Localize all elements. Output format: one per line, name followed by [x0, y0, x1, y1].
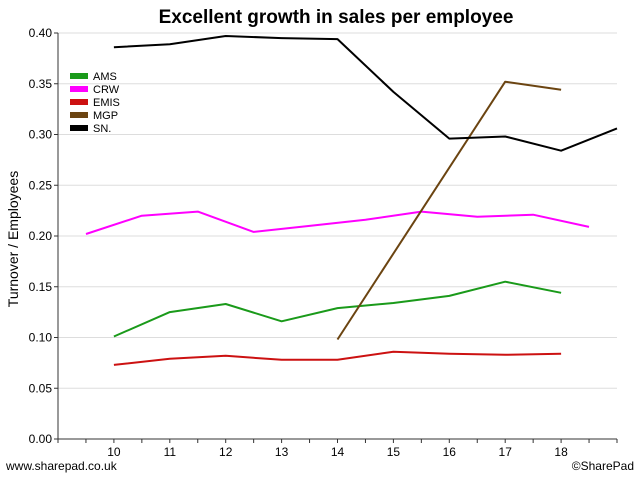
legend-swatch	[70, 99, 88, 105]
x-tick-labels: 10 11 12 13 14 15 16 17 18	[107, 445, 568, 459]
y-tick-label: 0.00	[29, 432, 53, 446]
x-tick-label: 17	[499, 445, 513, 459]
series-line-crw	[85, 210, 590, 235]
legend-swatch	[70, 86, 88, 92]
x-tick-label: 10	[107, 445, 121, 459]
axes	[54, 32, 618, 443]
x-tick-label: 11	[164, 445, 177, 459]
legend-label: AMS	[93, 71, 117, 83]
x-tick-label: 13	[275, 445, 289, 459]
grid-lines	[58, 32, 617, 389]
legend-label: EMIS	[93, 97, 120, 109]
y-tick-label: 0.30	[29, 128, 53, 142]
legend-swatch	[70, 73, 88, 79]
legend-label: SN.	[93, 123, 111, 135]
x-tick-label: 16	[443, 445, 457, 459]
legend-swatch	[70, 112, 88, 118]
footer-copyright: ©SharePad	[572, 459, 634, 473]
y-axis-label: Turnover / Employees	[5, 171, 21, 307]
x-tick-label: 15	[387, 445, 401, 459]
legend-swatch	[70, 125, 88, 131]
legend-label: MGP	[93, 110, 118, 122]
y-tick-label: 0.10	[29, 331, 53, 345]
y-tick-label: 0.40	[29, 26, 53, 40]
legend-label: CRW	[93, 84, 120, 96]
x-tick-label: 12	[219, 445, 233, 459]
y-tick-label: 0.25	[29, 178, 53, 192]
x-tick-label: 18	[554, 445, 568, 459]
y-tick-label: 0.05	[29, 381, 53, 395]
y-tick-label: 0.35	[29, 77, 53, 91]
series-line-ams	[113, 280, 562, 338]
chart-title: Excellent growth in sales per employee	[159, 7, 514, 28]
y-tick-label: 0.20	[29, 229, 53, 243]
footer-source-link[interactable]: www.sharepad.co.uk	[5, 459, 118, 473]
series-line-sn	[113, 35, 618, 152]
y-tick-labels: 0.00 0.05 0.10 0.15 0.20 0.25 0.30 0.35 0.40	[29, 26, 53, 446]
series-lines	[85, 35, 618, 366]
x-tick-label: 14	[331, 445, 345, 459]
y-tick-label: 0.15	[29, 280, 53, 294]
series-line-emis	[113, 350, 562, 366]
series-line-mgp	[336, 80, 562, 341]
